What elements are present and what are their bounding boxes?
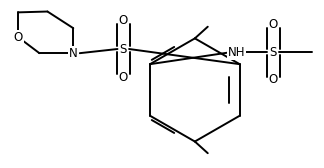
Text: S: S xyxy=(120,43,127,55)
Text: O: O xyxy=(14,31,23,44)
Text: O: O xyxy=(119,14,128,27)
Text: O: O xyxy=(269,18,278,31)
Text: S: S xyxy=(270,46,277,59)
Text: O: O xyxy=(269,73,278,86)
Text: O: O xyxy=(119,71,128,84)
Text: N: N xyxy=(69,47,78,60)
Text: NH: NH xyxy=(227,46,245,59)
